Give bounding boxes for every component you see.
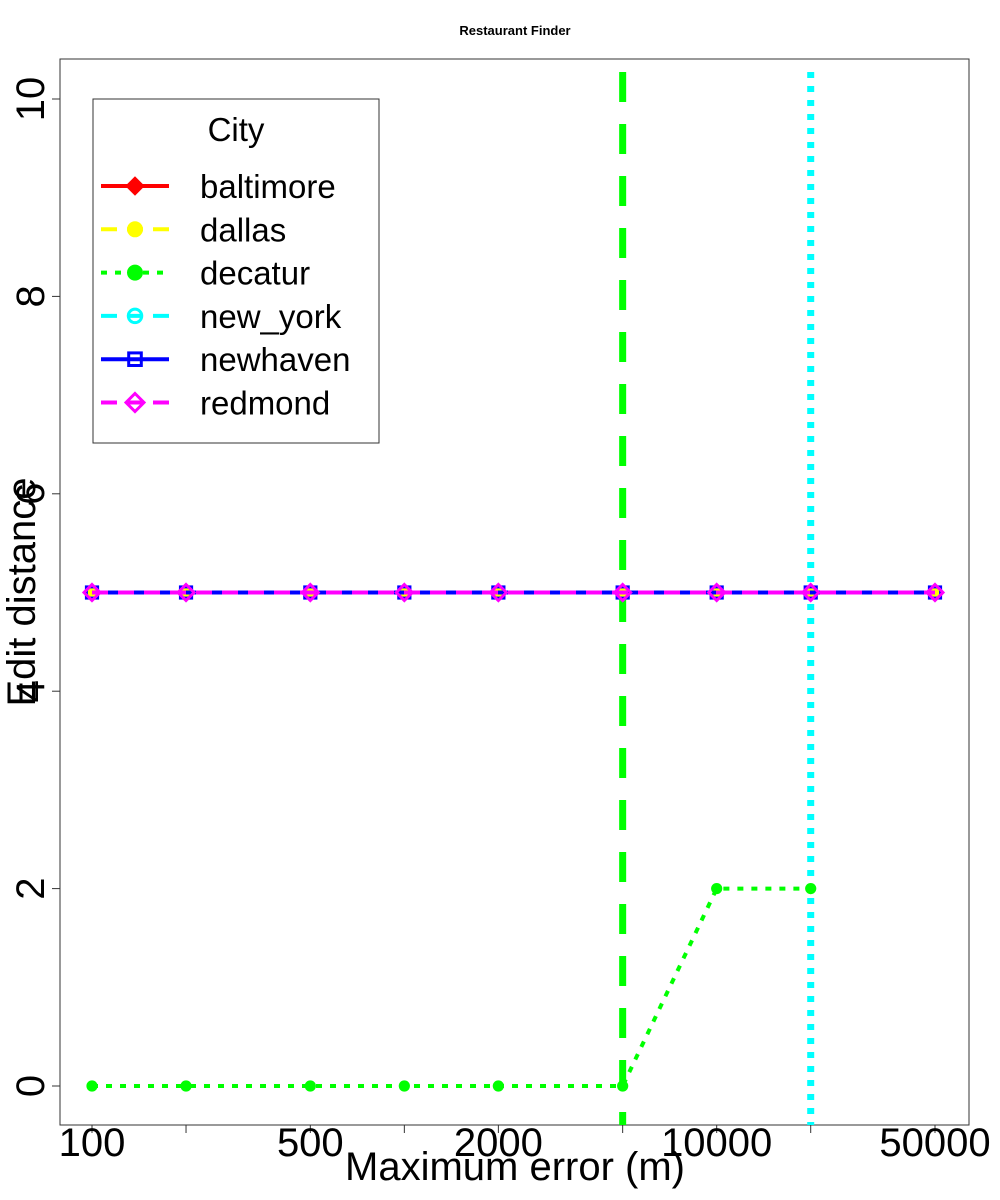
- data-point: [711, 883, 723, 895]
- data-point: [304, 1080, 316, 1092]
- data-point: [805, 883, 817, 895]
- y-tick-label: 0: [9, 1075, 53, 1097]
- legend-item-new_york: new_york: [101, 298, 342, 335]
- legend-label: baltimore: [200, 168, 336, 205]
- data-point: [924, 582, 946, 603]
- data-point: [126, 307, 144, 325]
- data-point: [175, 582, 197, 603]
- x-tick-label: 100: [59, 1121, 126, 1165]
- y-tick-label: 2: [9, 877, 53, 899]
- data-point: [127, 221, 143, 238]
- data-point: [706, 582, 727, 603]
- data-point: [180, 1080, 192, 1092]
- legend-label: decatur: [200, 255, 310, 292]
- series-line: [92, 886, 811, 1088]
- legend-item-dallas: dallas: [101, 211, 286, 248]
- plot-frame: [59, 58, 970, 1126]
- series-redmond: [81, 582, 946, 603]
- data-point: [617, 1080, 629, 1092]
- data-point: [800, 582, 821, 603]
- legend: City baltimore dallas decatur new_yorknewha…: [92, 98, 380, 444]
- y-axis-title: Edit distance: [0, 477, 44, 706]
- y-tick-label: 8: [9, 285, 53, 307]
- data-point: [81, 582, 103, 603]
- legend-label: new_york: [200, 298, 342, 335]
- data-point: [300, 582, 321, 603]
- chart-title: Restaurant Finder: [459, 23, 570, 38]
- x-tick-label: 10000: [661, 1121, 772, 1165]
- legend-label: dallas: [200, 211, 286, 248]
- data-point: [127, 264, 143, 281]
- data-point: [86, 1080, 98, 1092]
- y-tick-label: 10: [9, 77, 53, 122]
- data-point: [123, 391, 147, 414]
- axes: 100 500 2000 10000 50000 0 2 4 6 8 10: [9, 77, 991, 1165]
- y-tick-label: 4: [9, 680, 53, 702]
- x-axis-title: Maximum error (m): [345, 1145, 685, 1189]
- legend-item-baltimore: baltimore: [101, 168, 336, 205]
- x-tick-label: 2000: [454, 1121, 543, 1165]
- legend-title: City: [208, 111, 265, 148]
- data-point: [127, 351, 143, 367]
- x-tick-label: 500: [277, 1121, 344, 1165]
- series-layer: [81, 582, 946, 1092]
- x-tick-label: 50000: [879, 1121, 990, 1165]
- series-decatur: [86, 883, 817, 1092]
- data-point: [398, 1080, 410, 1092]
- legend-label: newhaven: [200, 341, 350, 378]
- legend-item-redmond: redmond: [101, 385, 330, 422]
- legend-item-decatur: decatur: [101, 255, 310, 292]
- data-point: [492, 1080, 504, 1092]
- legend-label: redmond: [200, 385, 330, 422]
- data-point: [394, 582, 415, 603]
- data-point: [488, 582, 509, 603]
- legend-item-newhaven: newhaven: [101, 341, 350, 378]
- y-tick-label: 6: [9, 483, 53, 505]
- data-point: [125, 176, 145, 196]
- data-point: [612, 582, 633, 603]
